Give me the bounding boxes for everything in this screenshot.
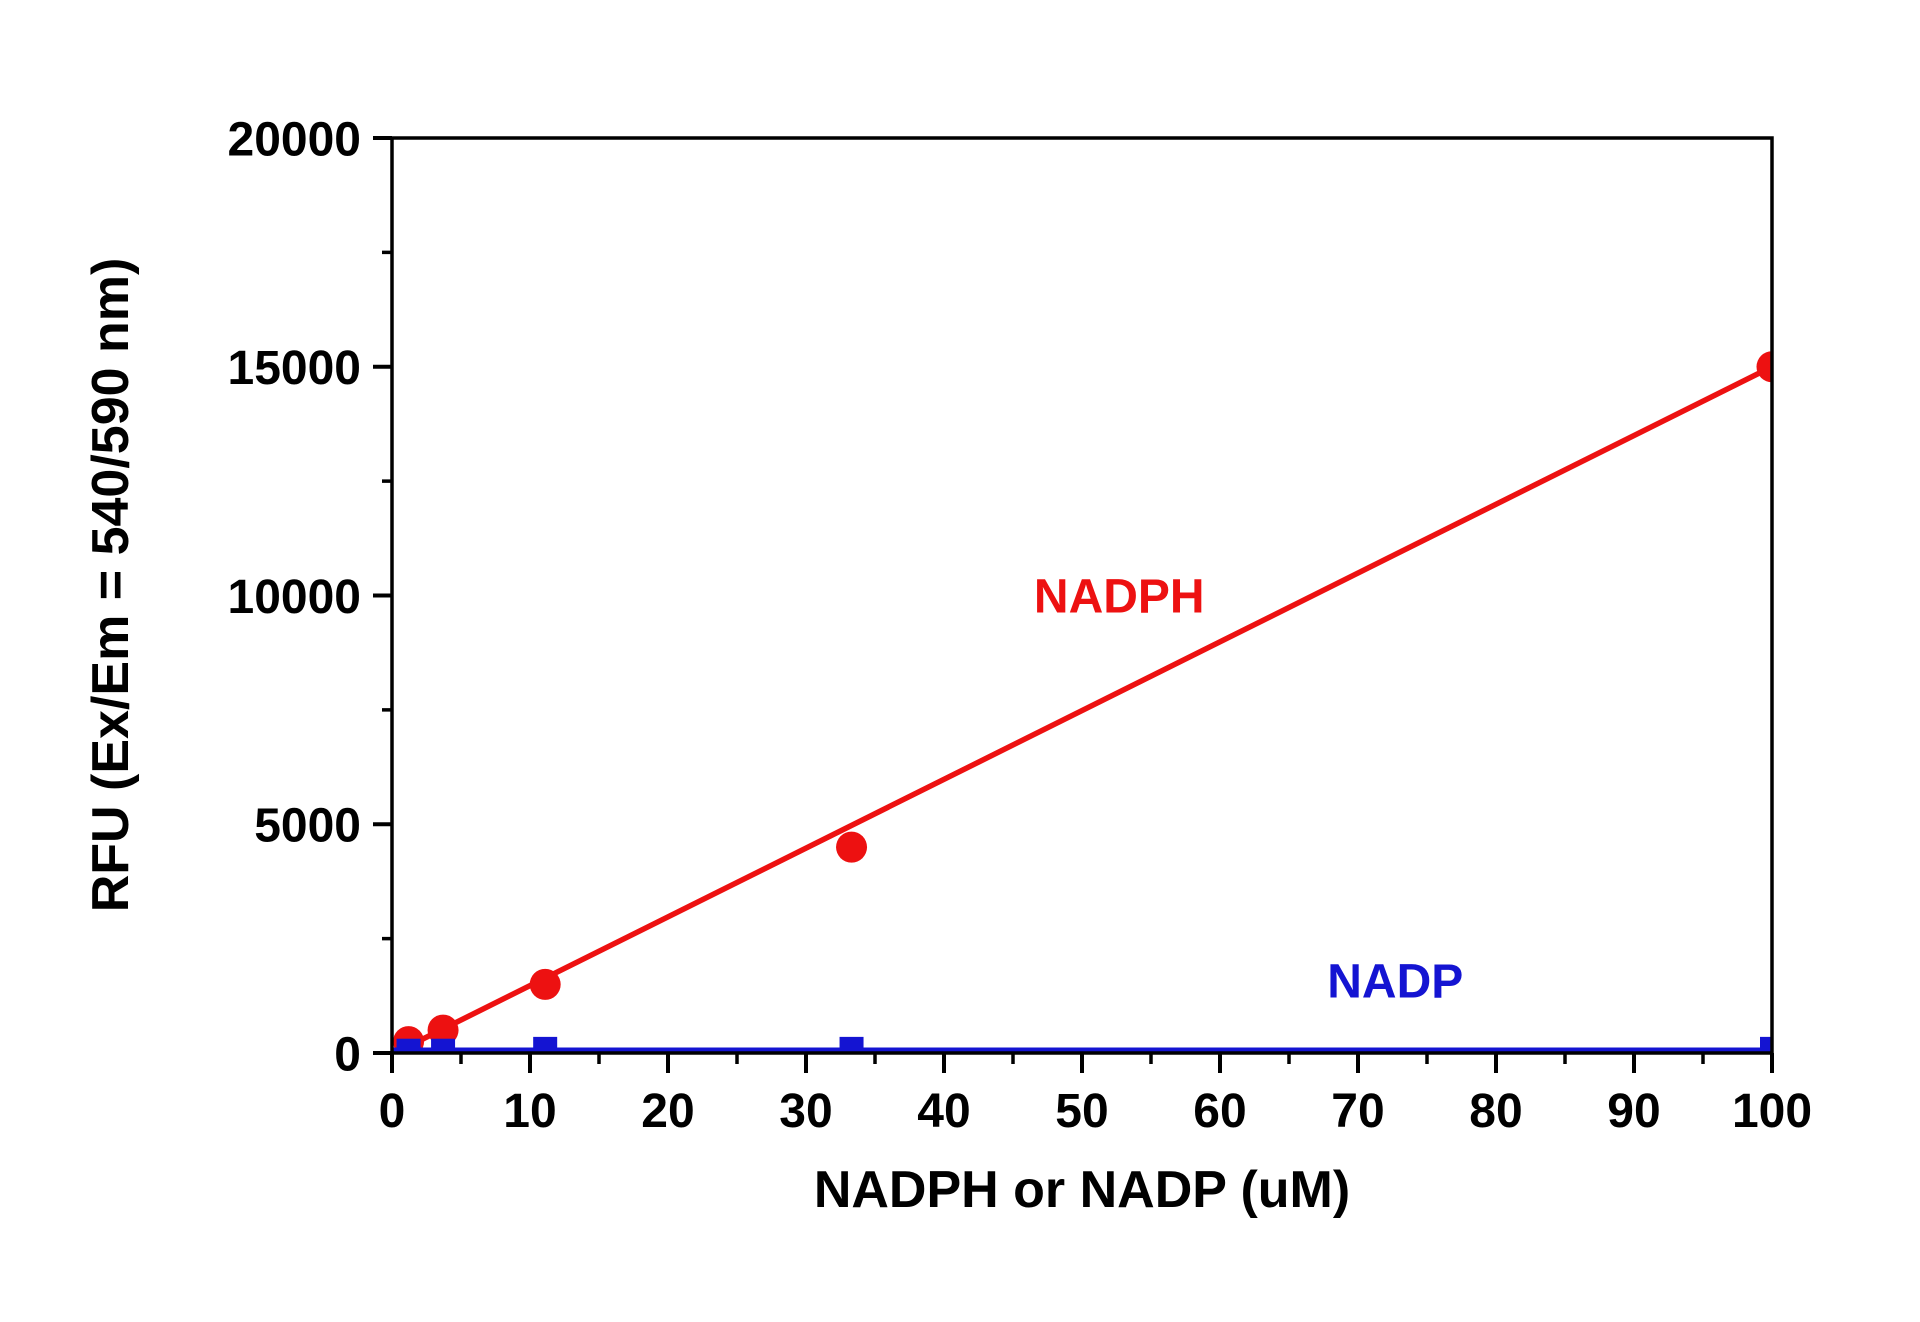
y-tick-label: 0 <box>334 1028 361 1081</box>
nadp-data-point <box>1760 1036 1772 1053</box>
nadp-data-point <box>839 1036 864 1053</box>
nadph-fit-line <box>407 364 1772 1049</box>
x-tick-label: 60 <box>1193 1085 1246 1138</box>
nadph-series-label: NADPH <box>1034 571 1205 624</box>
nadp-data-point <box>431 1038 456 1053</box>
axis-tick-labels: 0 10 20 30 40 50 60 70 80 90 100 0 5000 10000 15000 200… <box>228 113 1813 1138</box>
x-tick-label: 90 <box>1607 1085 1660 1138</box>
x-tick-label: 20 <box>641 1085 694 1138</box>
x-tick-label: 0 <box>379 1085 406 1138</box>
y-tick-label: 5000 <box>254 800 361 853</box>
x-tick-label: 40 <box>917 1085 970 1138</box>
x-tick-label: 30 <box>779 1085 832 1138</box>
nadph-data-point <box>529 968 561 1000</box>
x-tick-label: 80 <box>1469 1085 1522 1138</box>
x-axis-title: NADPH or NADP (uM) <box>814 1161 1350 1219</box>
y-tick-label: 20000 <box>228 113 361 166</box>
nadp-data-point <box>396 1038 421 1053</box>
plot-border <box>390 136 1774 1055</box>
x-tick-label: 10 <box>503 1085 556 1138</box>
nadph-data-point <box>836 831 868 863</box>
axis-ticks <box>373 136 1774 1073</box>
x-tick-label: 70 <box>1331 1085 1384 1138</box>
nadph-data-point <box>1756 351 1772 383</box>
nadp-data-point <box>533 1036 558 1053</box>
y-tick-label: 15000 <box>228 342 361 395</box>
x-tick-label: 100 <box>1732 1085 1812 1138</box>
nadp-series-label: NADP <box>1327 956 1463 1009</box>
x-tick-label: 50 <box>1055 1085 1108 1138</box>
y-axis-title: RFU (Ex/Em = 540/590 nm) <box>82 258 140 913</box>
y-tick-label: 10000 <box>228 571 361 624</box>
nadph-data-point <box>427 1014 459 1046</box>
plot-data-area <box>392 351 1772 1053</box>
